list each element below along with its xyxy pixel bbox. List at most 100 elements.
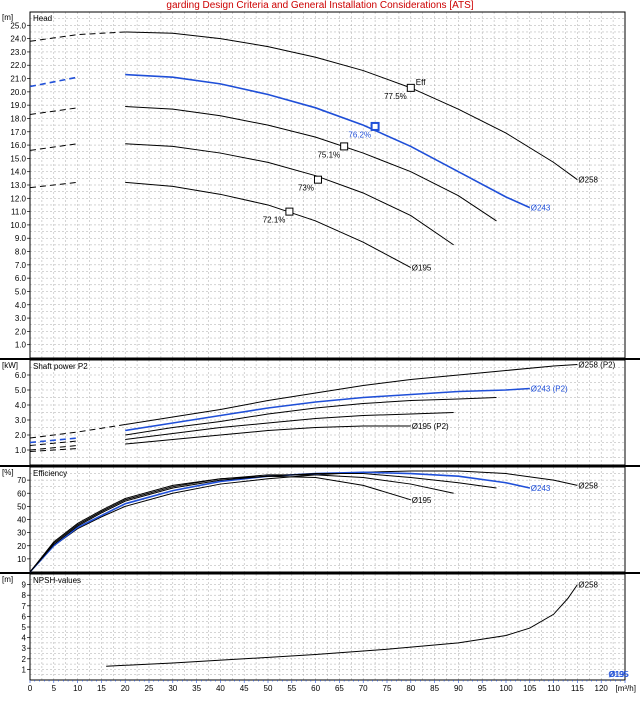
curve-head-1 <box>125 73 531 209</box>
bep-marker <box>285 207 294 216</box>
x-tick-label: 60 <box>311 684 320 693</box>
y-tick-label: 10 <box>17 555 26 564</box>
y-tick-label: 6 <box>22 612 27 621</box>
x-tick-label: 35 <box>192 684 201 693</box>
x-tick-label: 105 <box>523 684 537 693</box>
x-tick-label: 0 <box>28 684 33 693</box>
y-tick-label: 21.0 <box>10 75 26 84</box>
y-tick-label: 25.0 <box>10 21 26 30</box>
y-tick-label: 11.0 <box>11 208 27 217</box>
x-tick-label: 70 <box>359 684 368 693</box>
y-tick-label: 10.0 <box>10 221 26 230</box>
y-tick-label: 30 <box>17 529 26 538</box>
y-tick-label: 40 <box>17 516 26 525</box>
y-unit-npsh: [m] <box>2 575 13 584</box>
x-axis-unit: [m³/h] <box>615 684 635 693</box>
bep-marker <box>340 142 349 151</box>
x-tick-label: 45 <box>240 684 249 693</box>
curve-power-dashed-1 <box>29 437 78 444</box>
y-tick-label: 8 <box>22 591 27 600</box>
y-tick-label: 7.0 <box>15 261 27 270</box>
x-tick-label: 65 <box>335 684 344 693</box>
y-tick-label: 6.0 <box>15 274 27 283</box>
y-tick-label: 3.0 <box>15 416 27 425</box>
y-tick-label: 5.0 <box>15 386 27 395</box>
curve-power-dashed-3 <box>29 445 78 451</box>
bep-label: 77.5% <box>384 92 407 101</box>
x-tick-label: 75 <box>383 684 392 693</box>
eff-annotation: Eff <box>416 78 426 87</box>
curve-head-dashed-4 <box>29 181 78 189</box>
curve-power-dashed-2 <box>29 440 78 446</box>
curve-eff-1 <box>29 471 530 573</box>
y-tick-label: 4.0 <box>15 301 27 310</box>
y-tick-label: 4.0 <box>15 401 27 410</box>
x-tick-label: 85 <box>430 684 439 693</box>
y-tick-label: 23.0 <box>10 48 26 57</box>
y-tick-label: 5 <box>22 623 27 632</box>
y-tick-label: 2.0 <box>15 431 27 440</box>
curve-npsh-0 <box>106 584 578 667</box>
x-tick-label: 110 <box>547 684 560 693</box>
y-tick-label: 3 <box>22 644 27 653</box>
y-tick-label: 1.0 <box>15 446 27 455</box>
panel-label-power: Shaft power P2 <box>33 362 88 371</box>
bep-marker <box>370 121 380 131</box>
x-tick-label: 95 <box>478 684 487 693</box>
bep-label: 75.1% <box>317 150 340 159</box>
x-tick-label: 115 <box>571 684 584 693</box>
y-unit-power: [kW] <box>2 361 18 370</box>
x-tick-label: 10 <box>73 684 82 693</box>
curve-power-dashed-4 <box>29 448 78 452</box>
y-tick-label: 16.0 <box>10 141 26 150</box>
x-tick-label: 30 <box>168 684 177 693</box>
y-tick-label: 2.0 <box>15 327 27 336</box>
npsh-corner-label-2: Ø195 <box>609 670 629 679</box>
curve-label: Ø258 <box>578 481 598 490</box>
y-tick-label: 7 <box>22 602 27 611</box>
panel-label-npsh: NPSH-values <box>33 576 81 585</box>
curve-head-4 <box>125 181 412 268</box>
curve-label: Ø195 <box>412 496 432 505</box>
y-tick-label: 6.0 <box>15 371 27 380</box>
x-tick-label: 40 <box>216 684 225 693</box>
x-tick-label: 50 <box>264 684 273 693</box>
x-tick-label: 80 <box>406 684 415 693</box>
curve-label: Ø195 (P2) <box>412 422 449 431</box>
y-tick-label: 20.0 <box>10 88 26 97</box>
y-tick-label: 14.0 <box>10 168 26 177</box>
y-tick-label: 12.0 <box>10 194 26 203</box>
y-unit-eff: [%] <box>2 468 14 477</box>
page-title: garding Design Criteria and General Inst… <box>166 0 474 11</box>
y-tick-label: 24.0 <box>10 35 26 44</box>
y-unit-head: [m] <box>2 13 13 22</box>
y-tick-label: 15.0 <box>10 154 26 163</box>
y-tick-label: 70 <box>17 476 26 485</box>
y-tick-label: 19.0 <box>10 101 26 110</box>
curve-power-0 <box>125 364 578 425</box>
y-tick-label: 13.0 <box>10 181 26 190</box>
y-tick-label: 50 <box>17 502 26 511</box>
panel-label-head: Head <box>33 14 52 23</box>
bep-marker <box>406 83 415 92</box>
curve-head-dashed-2 <box>29 107 78 115</box>
curve-eff-3 <box>29 474 454 573</box>
y-tick-label: 18.0 <box>10 114 26 123</box>
x-tick-label: 90 <box>454 684 463 693</box>
y-tick-label: 9 <box>22 581 27 590</box>
x-tick-label: 120 <box>595 684 609 693</box>
npsh-corner-label: Ø195 <box>608 670 628 679</box>
bep-marker <box>313 175 322 184</box>
x-tick-label: 5 <box>52 684 57 693</box>
bep-label: 72.1% <box>263 216 286 225</box>
curve-head-3 <box>125 143 454 246</box>
curve-power-dashed-0 <box>29 424 126 439</box>
curve-head-0 <box>125 31 578 181</box>
x-tick-label: 15 <box>97 684 106 693</box>
curve-head-dashed-1 <box>29 76 78 88</box>
curve-power-2 <box>125 397 497 436</box>
panel-label-eff: Efficiency <box>33 469 67 478</box>
y-tick-label: 60 <box>17 489 26 498</box>
curve-label: Ø258 (P2) <box>578 361 615 370</box>
